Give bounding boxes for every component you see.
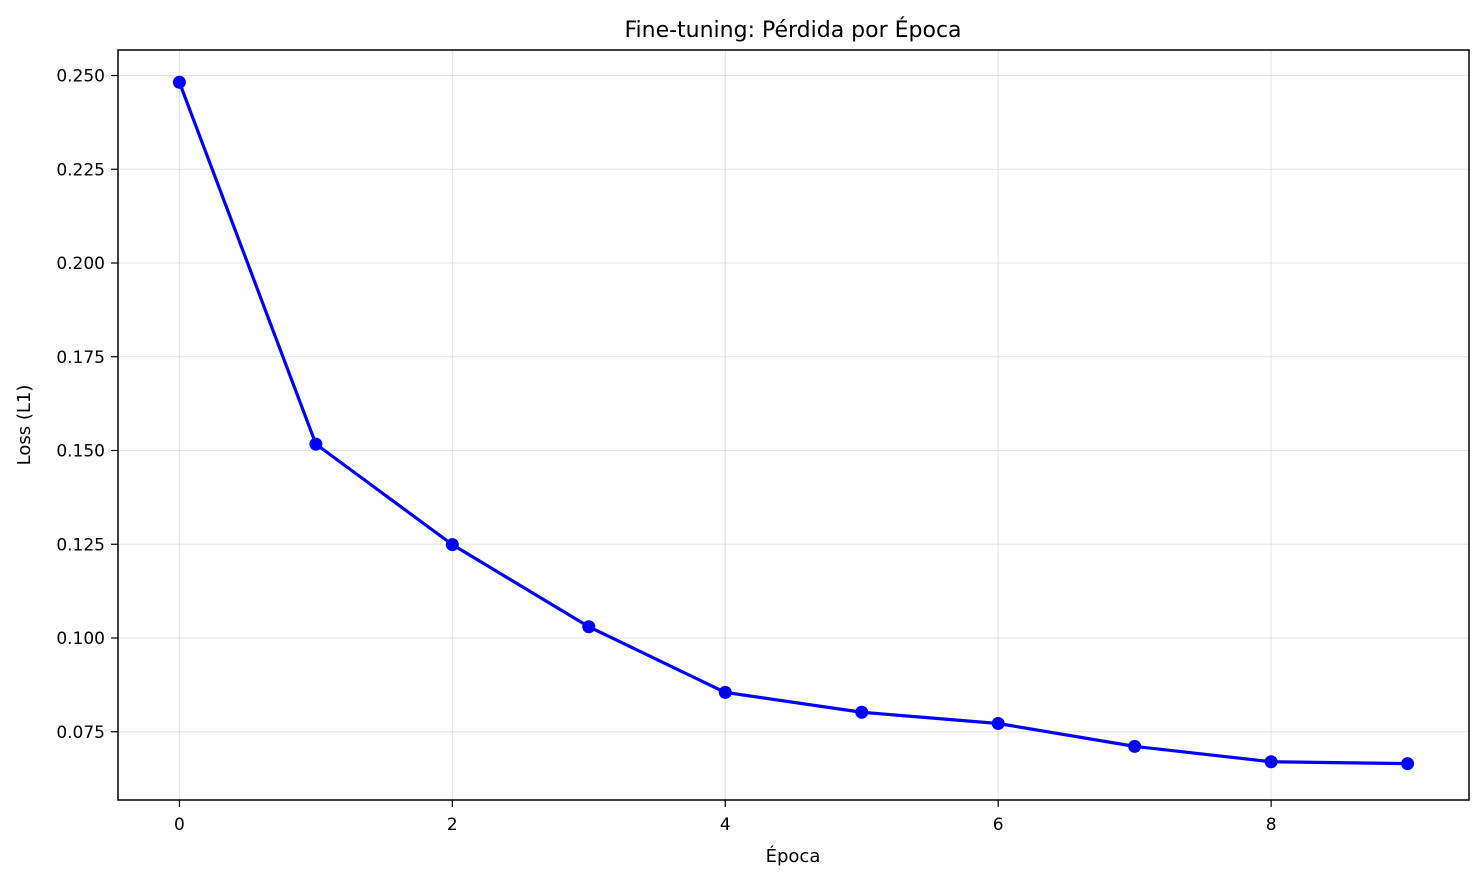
y-tick-label: 0.225	[56, 160, 105, 180]
data-point	[991, 717, 1005, 730]
data-point	[718, 685, 732, 699]
y-axis-label: Loss (L1)	[14, 385, 35, 466]
plot-frame	[117, 49, 1470, 801]
x-axis-ticks: 0 2 4 6 8	[174, 800, 1277, 835]
data-point	[1264, 755, 1278, 769]
x-tick-label: 0	[174, 815, 185, 835]
chart-title: Fine-tuning: Pérdida por Época	[624, 17, 961, 43]
data-point	[1401, 757, 1415, 771]
data-point	[172, 75, 186, 89]
y-tick-label: 0.250	[56, 67, 105, 87]
data-point	[309, 437, 323, 451]
x-tick-label: 8	[1266, 815, 1277, 835]
data-point	[1128, 739, 1142, 753]
series-loss	[172, 75, 1415, 771]
x-tick-label: 6	[993, 815, 1004, 835]
data-point	[582, 620, 596, 634]
y-tick-label: 0.100	[56, 629, 105, 649]
data-point	[445, 538, 459, 552]
x-tick-label: 2	[447, 815, 458, 835]
y-tick-label: 0.125	[56, 535, 105, 555]
data-point	[855, 705, 869, 719]
y-tick-label: 0.150	[56, 442, 105, 462]
y-tick-label: 0.200	[56, 254, 105, 274]
grid-lines	[118, 50, 1469, 800]
x-tick-label: 4	[720, 815, 731, 835]
y-tick-label: 0.175	[56, 348, 105, 368]
y-tick-label: 0.075	[56, 723, 105, 743]
series-line	[177, 80, 1410, 766]
y-axis-ticks: 0.075 0.100 0.125 0.150 0.175 0.200 0.225 0.250	[56, 67, 118, 743]
x-axis-label: Época	[766, 845, 821, 867]
